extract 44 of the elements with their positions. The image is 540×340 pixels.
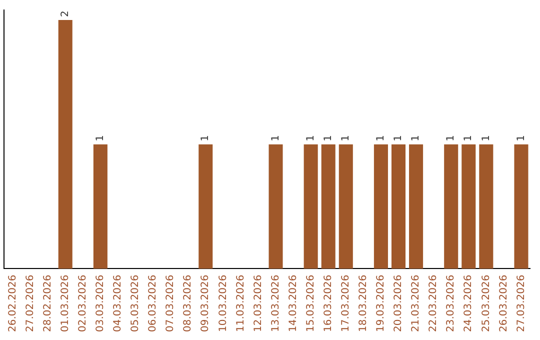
x-tick-label: 23.03.2026 (446, 274, 457, 332)
x-tick-label: 08.03.2026 (182, 274, 194, 332)
x-tick-label: 26.02.2026 (7, 274, 18, 332)
x-tick-label: 06.03.2026 (148, 274, 159, 332)
x-tick-label: 22.03.2026 (428, 274, 440, 332)
x-tick-label: 17.03.2026 (340, 274, 352, 332)
x-tick-label: 04.03.2026 (112, 274, 124, 332)
data-label: 1 (270, 134, 282, 142)
x-tick-label: 25.03.2026 (480, 274, 492, 332)
x-tick-label: 11.03.2026 (235, 274, 246, 332)
data-label: 1 (95, 134, 106, 142)
data-label: 1 (480, 134, 492, 142)
data-label: 2 (60, 10, 71, 17)
data-label: 1 (463, 134, 474, 142)
x-tick-label: 02.03.2026 (77, 274, 88, 332)
x-tick-label: 12.03.2026 (252, 274, 264, 332)
x-tick-label: 10.03.2026 (218, 274, 229, 332)
x-tick-label: 05.03.2026 (130, 274, 142, 332)
x-tick-label: 27.02.2026 (24, 274, 36, 332)
x-tick-label: 16.03.2026 (322, 274, 334, 332)
x-tick-label: 20.03.2026 (393, 274, 404, 332)
x-tick-label: 03.03.2026 (95, 274, 106, 332)
x-tick-label: 14.03.2026 (288, 274, 299, 332)
x-tick-label: 27.03.2026 (516, 274, 527, 332)
data-label: 1 (305, 134, 316, 142)
data-label: 1 (516, 134, 527, 142)
x-tick-label: 13.03.2026 (270, 274, 282, 332)
x-tick-label: 28.02.2026 (42, 274, 54, 332)
x-tick-label: 01.03.2026 (60, 274, 71, 332)
data-label: 1 (200, 134, 212, 142)
data-label: 1 (393, 134, 404, 142)
x-tick-label: 07.03.2026 (165, 274, 176, 332)
x-tick-label: 19.03.2026 (376, 274, 387, 332)
data-label: 1 (322, 134, 334, 142)
data-label: 1 (340, 134, 352, 142)
x-tick-label: 09.03.2026 (200, 274, 212, 332)
x-tick-label: 26.03.2026 (498, 274, 510, 332)
x-tick-label: 21.03.2026 (410, 274, 422, 332)
data-label: 1 (376, 134, 387, 142)
data-label: 1 (446, 134, 457, 142)
x-tick-label: 24.03.2026 (463, 274, 474, 332)
x-tick-label: 18.03.2026 (358, 274, 370, 332)
data-label: 1 (410, 134, 422, 142)
x-tick-label: 15.03.2026 (305, 274, 316, 332)
